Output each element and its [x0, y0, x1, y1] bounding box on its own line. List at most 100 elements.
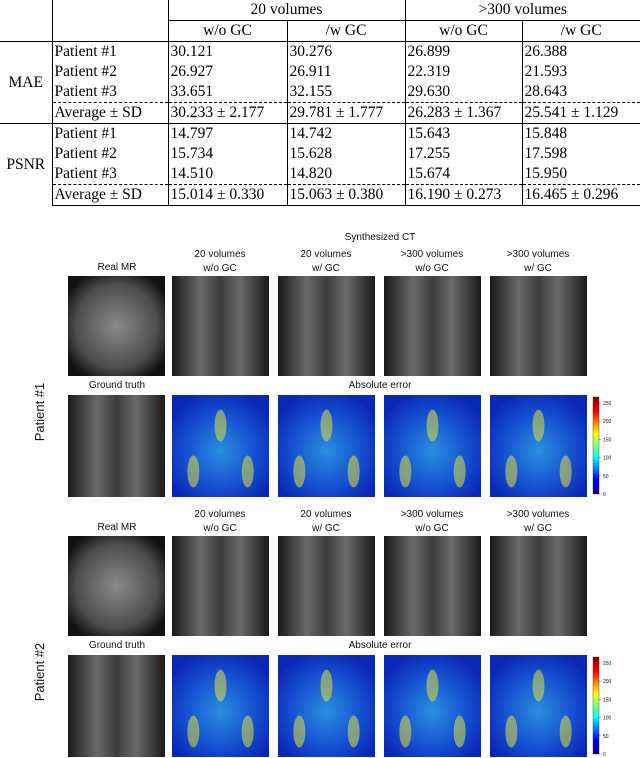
value-cell: 26.927 — [167, 62, 287, 82]
image-label: Ground truth — [89, 380, 145, 391]
results-table: 20 volumes >300 volumes w/o GC/w GC w/o GC /… — [0, 0, 640, 212]
error-hotspot — [320, 409, 333, 442]
column-label: 20 volumes — [194, 509, 245, 520]
error-hotspot — [532, 669, 545, 702]
error-hotspot — [559, 455, 572, 488]
value-cell: 17.255 — [404, 144, 522, 164]
error-hotspot — [426, 409, 439, 442]
value-cell: 14.797 — [167, 123, 287, 144]
metric-cell: MAE — [0, 41, 52, 124]
value-cell: 15.643 — [404, 123, 522, 144]
table-row: Patient #3 14.510 14.820 15.674 15.950 — [0, 164, 640, 185]
mr-image — [68, 536, 165, 636]
column-header: /w GC — [521, 20, 640, 42]
table-body: 20 volumes >300 volumes w/o GC/w GC w/o GC /… — [0, 0, 640, 206]
figure: Synthesized CT Patient #1 Real MR 20 volume… — [32, 232, 612, 758]
column-label: >300 volumes — [507, 509, 570, 520]
metric-cell: PSNR — [0, 123, 52, 206]
mr-image — [68, 276, 165, 376]
ct-image — [384, 276, 481, 376]
column-label: 20 volumes — [300, 509, 351, 520]
error-hotspot — [187, 455, 200, 488]
table-row: Patient #2 26.927 26.911 22.319 21.593 — [0, 62, 640, 82]
column-label: w/ GC — [523, 263, 552, 274]
colorbar-tick-label: 200 — [603, 679, 612, 685]
colorbar-tick-label: 50 — [603, 734, 609, 740]
table-row: Average ± SD 15.014 ± 0.330 15.063 ± 0.380… — [0, 184, 640, 206]
ct-image — [278, 536, 375, 636]
value-cell: 15.950 — [521, 164, 640, 185]
row-label: Average ± SD — [51, 184, 168, 206]
value-cell: 29.781 ± 1.777 — [286, 102, 405, 124]
column-label: w/o GC — [414, 263, 448, 274]
error-hotspot — [214, 409, 227, 442]
error-hotspot — [241, 715, 254, 748]
column-label: >300 volumes — [401, 249, 464, 260]
row-label: Patient #1 — [51, 123, 168, 144]
column-header: /w GC — [286, 20, 405, 42]
error-hotspot — [347, 455, 360, 488]
ground-truth-image — [68, 395, 165, 497]
header-row: w/o GC/w GC w/o GC/w GC — [0, 20, 640, 42]
colorbar-tick-label: 200 — [603, 419, 612, 425]
error-hotspot — [399, 715, 412, 748]
colorbar-tick-label: 100 — [603, 716, 612, 722]
patient-label: Patient #2 — [32, 643, 47, 702]
value-cell: 15.628 — [286, 144, 405, 164]
error-hotspot — [241, 455, 254, 488]
value-cell: 26.388 — [521, 41, 640, 62]
value-cell: 33.651 — [167, 82, 287, 103]
column-label: w/o GC — [202, 263, 236, 274]
error-hotspot — [505, 455, 518, 488]
value-cell: 14.510 — [167, 164, 287, 185]
column-label: w/o GC — [202, 523, 236, 534]
patient-label: Patient #1 — [32, 383, 47, 442]
error-hotspot — [293, 715, 306, 748]
error-hotspot — [347, 715, 360, 748]
value-cell: 25.541 ± 1.129 — [521, 102, 640, 124]
error-hotspot — [320, 669, 333, 702]
value-cell: 16.190 ± 0.273 — [404, 184, 522, 206]
value-cell: 15.734 — [167, 144, 287, 164]
value-cell: 16.465 ± 0.296 — [521, 184, 640, 206]
colorbar-tick-label: 250 — [603, 401, 612, 407]
table-row: MAE Patient #1 30.121 30.276 26.899 26.388 — [0, 41, 640, 124]
table-row: PSNR Patient #1 14.797 14.742 15.643 15.848 — [0, 123, 640, 206]
column-label: 20 volumes — [194, 249, 245, 260]
colorbar-tick-label: 250 — [603, 661, 612, 667]
row-label: Patient #2 — [51, 62, 168, 82]
error-hotspot — [505, 715, 518, 748]
row-label: Patient #2 — [51, 144, 168, 164]
table: 20 volumes >300 volumes w/o GC/w GC w/o GC /… — [0, 0, 640, 206]
row-label: Patient #3 — [51, 164, 168, 185]
section-title: Absolute error — [349, 380, 412, 391]
error-hotspot — [453, 455, 466, 488]
ct-image — [490, 536, 587, 636]
colorbar-tick-label: 150 — [603, 697, 612, 703]
colorbar — [592, 396, 600, 495]
value-cell: 15.848 — [521, 123, 640, 144]
value-cell: 26.283 ± 1.367 — [404, 102, 522, 124]
row-label: Patient #3 — [51, 82, 168, 103]
ct-image — [172, 276, 269, 376]
colorbar-tick-label: 50 — [603, 474, 609, 480]
value-cell: 30.121 — [167, 41, 287, 62]
row-label: Patient #1 — [51, 41, 168, 62]
column-label: w/ GC — [311, 523, 340, 534]
colorbar-tick-label: 150 — [603, 437, 612, 443]
image-label: Real MR — [98, 262, 137, 273]
value-cell: 14.742 — [286, 123, 405, 144]
section-title: Synthesized CT — [345, 232, 416, 243]
ground-truth-image — [68, 655, 165, 757]
column-label: w/ GC — [523, 523, 552, 534]
colorbar-tick-label: 0 — [603, 752, 606, 758]
blank-cell — [0, 0, 52, 21]
image-label: Real MR — [98, 522, 137, 533]
error-hotspot — [532, 409, 545, 442]
value-cell: 21.593 — [521, 62, 640, 82]
value-cell: 28.643 — [521, 82, 640, 103]
value-cell: 15.063 ± 0.380 — [286, 184, 405, 206]
value-cell: 29.630 — [404, 82, 522, 103]
error-hotspot — [293, 455, 306, 488]
